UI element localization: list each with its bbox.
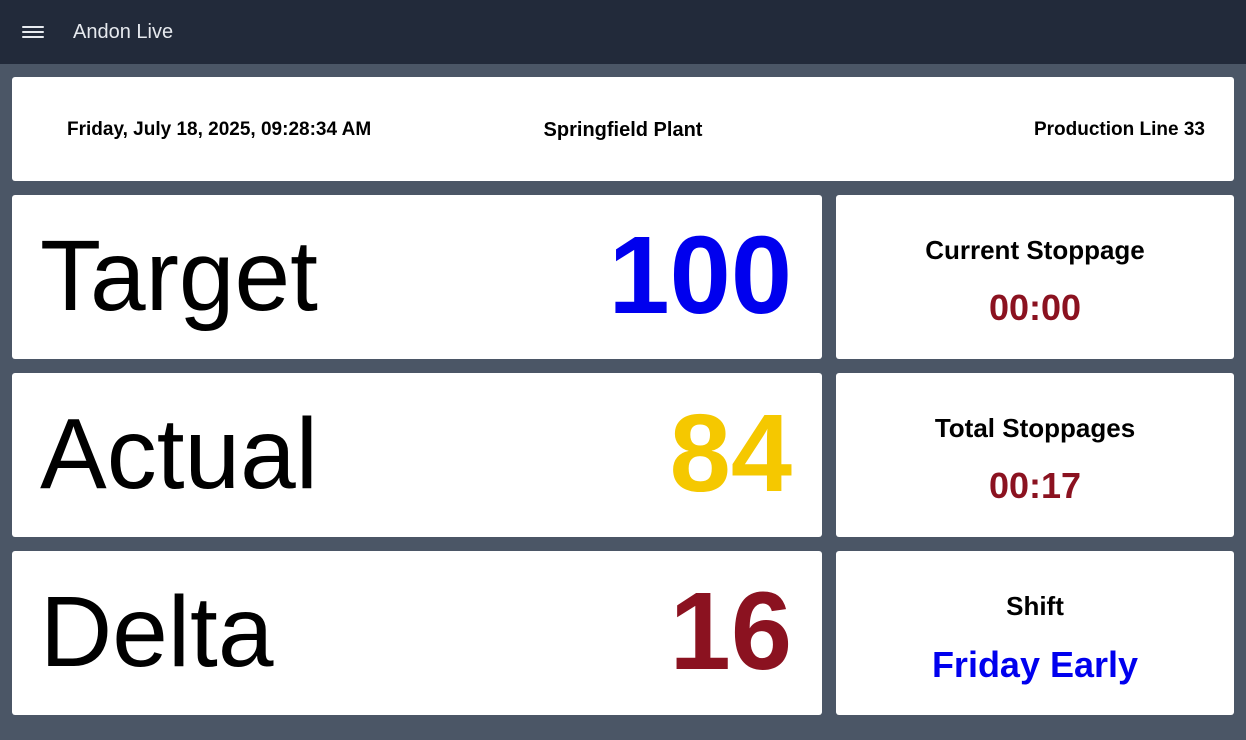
target-card: Target 100 xyxy=(12,195,822,359)
production-line: Production Line 33 xyxy=(1033,119,1205,140)
delta-value: 16 xyxy=(669,570,792,693)
shift-card: Shift Friday Early xyxy=(836,551,1234,715)
current-stoppage-value: 00:00 xyxy=(988,287,1082,328)
shift-label: Shift xyxy=(1006,591,1064,621)
app-bar: Andon Live xyxy=(0,0,1246,64)
hamburger-menu-icon[interactable] xyxy=(22,24,44,40)
total-stoppages-value: 00:17 xyxy=(988,465,1082,506)
total-stoppages-card: Total Stoppages 00:17 xyxy=(836,373,1234,537)
actual-label: Actual xyxy=(40,398,318,510)
total-stoppages-label: Total Stoppages xyxy=(934,413,1136,443)
current-stoppage-label: Current Stoppage xyxy=(925,235,1145,265)
shift-value: Friday Early xyxy=(931,644,1139,685)
delta-card: Delta 16 xyxy=(12,551,822,715)
target-value: 100 xyxy=(608,214,792,337)
target-label: Target xyxy=(40,220,318,332)
actual-card: Actual 84 xyxy=(12,373,822,537)
current-stoppage-card: Current Stoppage 00:00 xyxy=(836,195,1234,359)
plant-name: Springfield Plant xyxy=(543,119,703,141)
info-bar: Friday, July 18, 2025, 09:28:34 AM Sprin… xyxy=(12,77,1234,181)
app-title: Andon Live xyxy=(73,20,174,43)
date-time: Friday, July 18, 2025, 09:28:34 AM xyxy=(67,119,372,140)
delta-label: Delta xyxy=(40,576,274,688)
actual-value: 84 xyxy=(669,392,792,515)
